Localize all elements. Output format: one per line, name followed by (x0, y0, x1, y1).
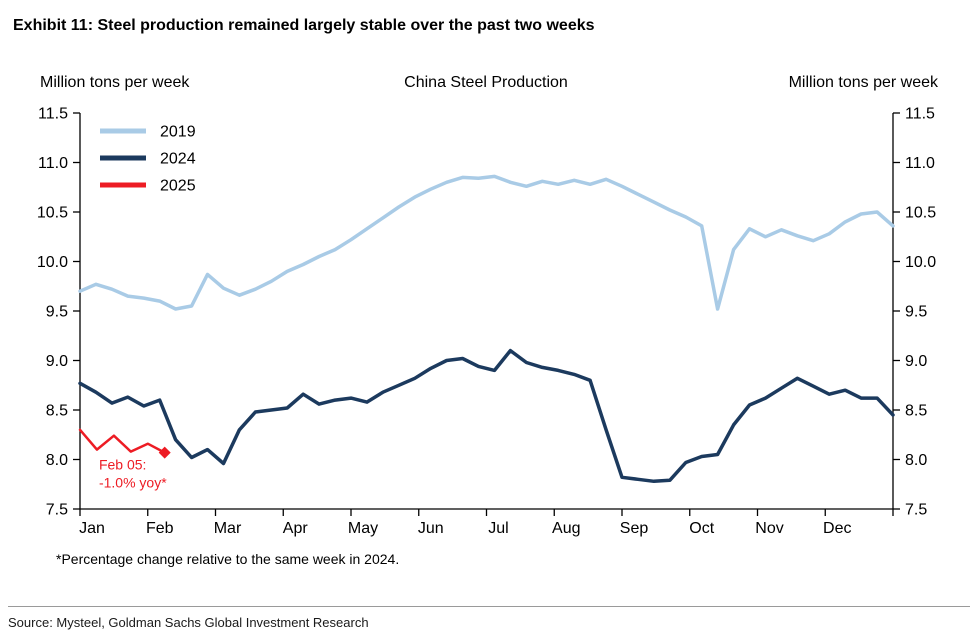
china-steel-production-chart: Million tons per week China Steel Produc… (37, 74, 939, 538)
y-tick-label-right: 9.5 (905, 304, 927, 321)
y-tick-label-left: 8.0 (46, 452, 68, 469)
y-tick-label-left: 11.0 (38, 155, 68, 172)
y-tick-label-right: 11.5 (905, 106, 935, 123)
y-tick-label-left: 7.5 (46, 502, 68, 519)
y-tick-label-right: 8.0 (905, 452, 927, 469)
legend-label-2025: 2025 (160, 178, 196, 195)
y-tick-label-right: 7.5 (905, 502, 927, 519)
y-tick-label-left: 9.0 (46, 353, 68, 370)
y-tick-label-left: 10.5 (37, 205, 68, 222)
y-tick-label-right: 11.0 (905, 155, 935, 172)
plot-area: 7.5 7.5 8.0 8.0 8.5 8.5 9.0 9.0 9.5 9.5 10.0 10.0 10… (37, 106, 936, 538)
source-line: Source: Mysteel, Goldman Sachs Global In… (8, 615, 369, 630)
x-tick-label: Oct (689, 520, 714, 537)
annotation-line2: -1.0% yoy* (99, 474, 167, 490)
latest-point-marker (158, 446, 171, 459)
legend-label-2024: 2024 (160, 151, 196, 168)
y-tick-label-right: 10.5 (905, 205, 936, 222)
right-axis-label: Million tons per week (789, 74, 939, 91)
x-tick-label: May (348, 520, 378, 537)
series-line-2024 (78, 348, 895, 484)
x-tick-label: Jan (79, 520, 105, 537)
y-tick-label-left: 10.0 (37, 254, 68, 271)
x-tick-label: Nov (755, 520, 783, 537)
series-line-2019 (78, 174, 895, 311)
y-tick-label-left: 8.5 (46, 403, 68, 420)
divider (8, 606, 970, 607)
x-tick-label: Jul (488, 520, 508, 537)
y-tick-label-right: 9.0 (905, 353, 927, 370)
chart-footnote: *Percentage change relative to the same … (56, 551, 400, 567)
y-tick-label-left: 9.5 (46, 304, 68, 321)
chart-title: China Steel Production (404, 74, 568, 91)
x-tick-label: Jun (418, 520, 444, 537)
exhibit-title: Exhibit 11: Steel production remained la… (13, 17, 595, 34)
x-tick-label: Dec (823, 520, 851, 537)
y-tick-label-right: 10.0 (905, 254, 936, 271)
x-tick-label: Apr (283, 520, 309, 537)
x-tick-label: Aug (552, 520, 580, 537)
y-tick-label-left: 11.5 (38, 106, 68, 123)
series-line-2025 (78, 428, 166, 454)
left-axis-label: Million tons per week (40, 74, 190, 91)
x-tick-label: Feb (146, 520, 174, 537)
annotation-line1: Feb 05: (99, 456, 146, 472)
x-tick-label: Mar (214, 520, 242, 537)
legend-label-2019: 2019 (160, 124, 196, 141)
y-tick-label-right: 8.5 (905, 403, 927, 420)
x-tick-label: Sep (620, 520, 649, 537)
